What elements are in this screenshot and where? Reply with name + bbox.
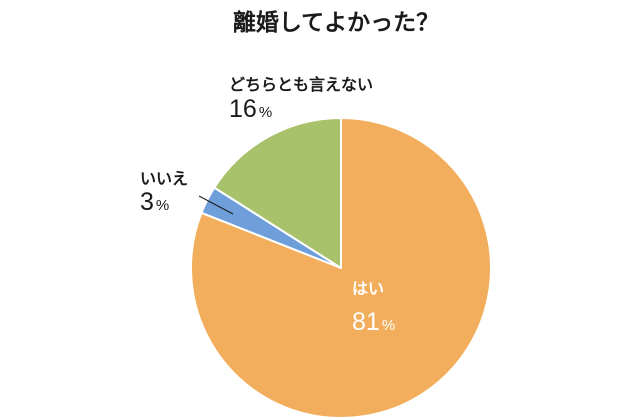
chart-title: 離婚してよかった？ <box>233 9 439 36</box>
slice-label-2: どちらとも言えない <box>229 75 373 94</box>
slice-value-0: 81% <box>352 308 395 336</box>
pie-slices <box>190 117 492 419</box>
slice-label-0: はい <box>352 279 384 298</box>
pie-slice-2 <box>213 117 342 269</box>
slice-label-1: いいえ <box>140 169 188 188</box>
slice-value-1: 3% <box>140 188 169 216</box>
leader-lines <box>198 195 234 215</box>
leader-line-1 <box>198 195 234 215</box>
slice-value-2: 16% <box>229 95 272 123</box>
